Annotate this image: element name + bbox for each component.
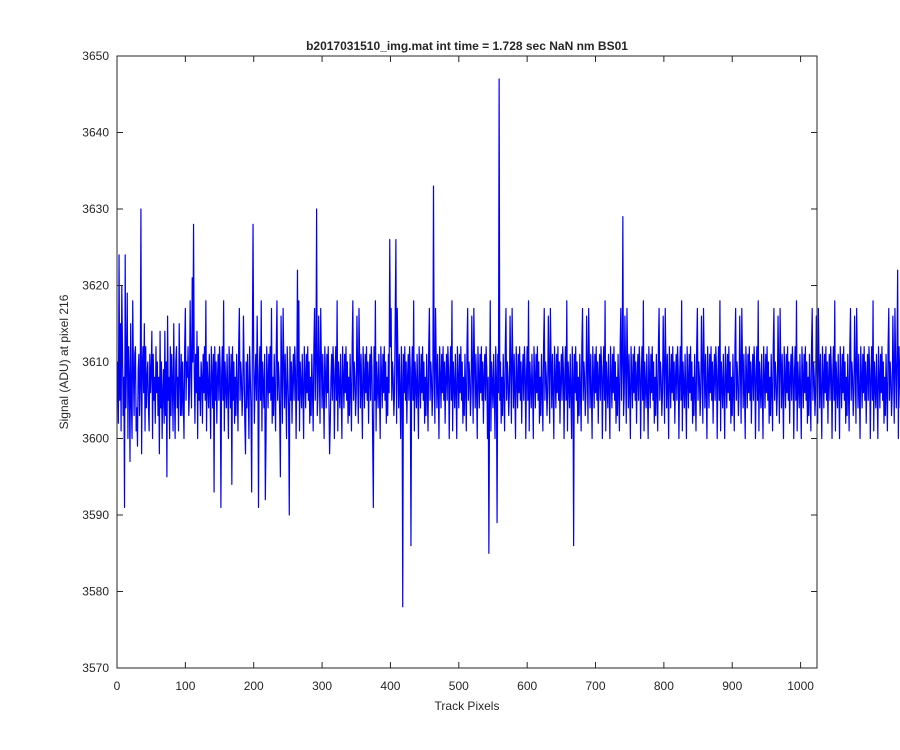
x-axis-ticks: 0 100 200 300 400 500 600 700 800 900 1000 xyxy=(114,56,814,693)
x-tick-label: 1000 xyxy=(787,679,814,693)
x-tick-label: 100 xyxy=(175,679,195,693)
x-tick-label: 0 xyxy=(114,679,121,693)
series-layer xyxy=(117,78,900,608)
x-tick-label: 700 xyxy=(586,679,606,693)
x-axis-label: Track Pixels xyxy=(435,699,500,713)
y-axis-ticks: 3570 3580 3590 3600 3610 3620 3630 3640 3650 xyxy=(82,49,817,675)
chart-title: b2017031510_img.mat int time = 1.728 sec… xyxy=(306,39,628,53)
x-tick-label: 300 xyxy=(312,679,332,693)
series-line-1 xyxy=(117,78,900,608)
y-tick-label: 3590 xyxy=(82,508,109,522)
y-tick-label: 3630 xyxy=(82,202,109,216)
y-tick-label: 3610 xyxy=(82,355,109,369)
y-tick-label: 3600 xyxy=(82,432,109,446)
x-tick-label: 600 xyxy=(517,679,537,693)
y-axis-label: Signal (ADU) at pixel 216 xyxy=(57,294,71,429)
x-tick-label: 500 xyxy=(449,679,469,693)
x-tick-label: 200 xyxy=(244,679,264,693)
y-tick-label: 3620 xyxy=(82,279,109,293)
x-tick-label: 800 xyxy=(654,679,674,693)
x-tick-label: 400 xyxy=(380,679,400,693)
y-tick-label: 3650 xyxy=(82,49,109,63)
y-tick-label: 3570 xyxy=(82,661,109,675)
y-tick-label: 3640 xyxy=(82,126,109,140)
x-tick-label: 900 xyxy=(722,679,742,693)
y-tick-label: 3580 xyxy=(82,585,109,599)
